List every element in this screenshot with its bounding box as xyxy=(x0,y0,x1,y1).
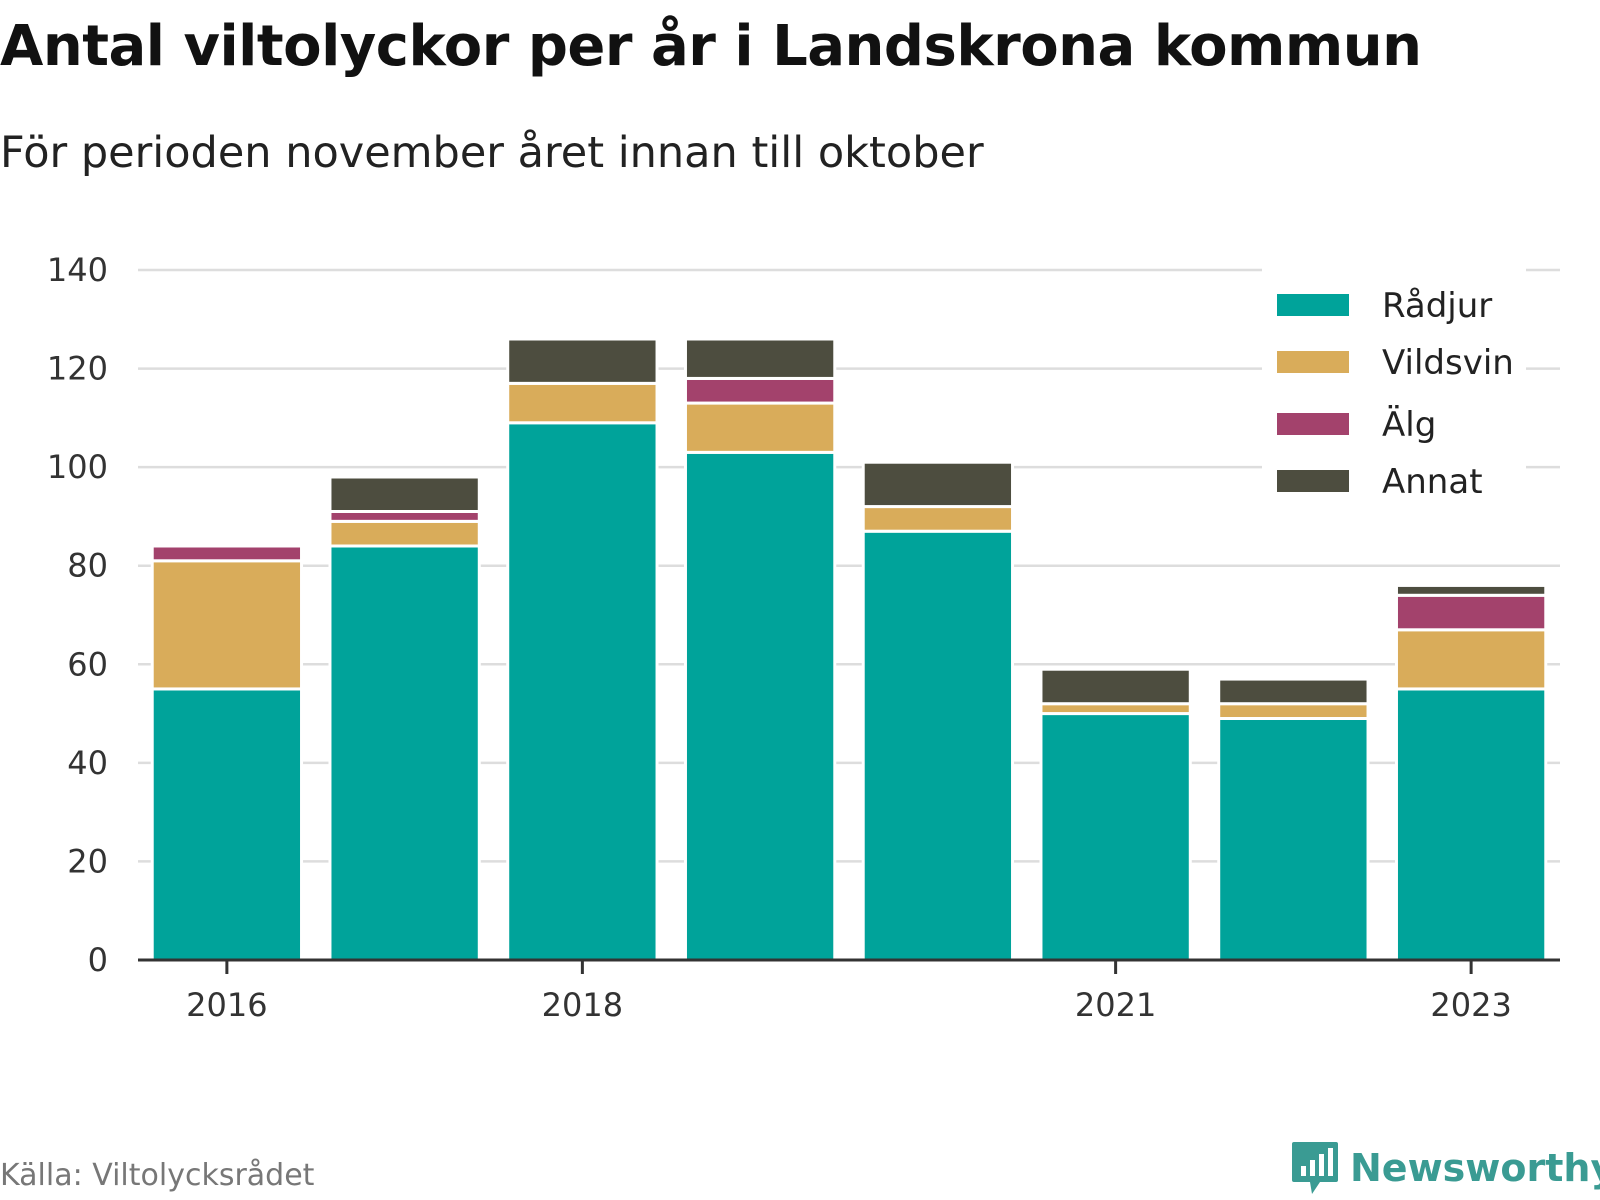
y-tick-label: 0 xyxy=(88,941,108,979)
bar-segment xyxy=(683,401,837,454)
newsworthy-logo-text: Newsworthy xyxy=(1350,1146,1600,1190)
bar-segment xyxy=(150,687,304,962)
legend-swatch xyxy=(1277,470,1349,492)
bar-segment xyxy=(1217,702,1370,721)
bar-segment xyxy=(150,559,304,691)
bar-segment xyxy=(506,381,659,425)
stacked-bar-chart: 0 20 40 60 80 100 120 140 2016 2018 2021 2023 Rådj… xyxy=(47,251,1560,1024)
bar-segment xyxy=(861,529,1015,962)
bar-segment xyxy=(1394,687,1548,962)
chart-subtitle: För perioden november året innan till ok… xyxy=(0,128,984,178)
legend-swatch xyxy=(1277,351,1349,373)
legend-swatch xyxy=(1277,294,1349,316)
legend-label: Älg xyxy=(1382,405,1436,445)
newsworthy-logo: Newsworthy xyxy=(1290,1140,1600,1196)
y-tick-label: 100 xyxy=(47,448,108,486)
bar-segment xyxy=(328,519,481,548)
x-tick-label: 2021 xyxy=(1075,986,1156,1024)
bar-segment xyxy=(1394,593,1548,632)
legend-label: Rådjur xyxy=(1382,286,1492,326)
y-axis-tick-labels: 0 20 40 60 80 100 120 140 xyxy=(47,251,108,979)
bar-segment xyxy=(683,450,837,962)
bar-segment xyxy=(1217,677,1370,706)
bar-segment xyxy=(150,544,304,563)
y-tick-label: 40 xyxy=(67,744,108,782)
bars xyxy=(150,337,1548,962)
legend-label: Annat xyxy=(1382,462,1483,502)
bar-segment xyxy=(1217,717,1370,962)
bar-segment xyxy=(328,544,481,962)
y-tick-label: 80 xyxy=(67,547,108,585)
y-tick-label: 140 xyxy=(47,251,108,289)
y-tick-label: 60 xyxy=(67,645,108,683)
x-tick-label: 2018 xyxy=(542,986,623,1024)
y-tick-label: 120 xyxy=(47,350,108,388)
bar-segment xyxy=(506,421,659,962)
bar-segment xyxy=(1394,628,1548,691)
bar-segment xyxy=(683,337,837,380)
bar-segment xyxy=(683,376,837,405)
legend-swatch xyxy=(1277,413,1349,435)
bar-segment xyxy=(506,337,659,385)
x-tick-label: 2016 xyxy=(186,986,267,1024)
x-axis: 2016 2018 2021 2023 xyxy=(138,958,1560,1024)
legend: Rådjur Vildsvin Älg Annat xyxy=(1262,268,1526,508)
y-tick-label: 20 xyxy=(67,842,108,880)
bar-segment xyxy=(1394,583,1548,597)
bar-segment xyxy=(861,460,1015,509)
bar-segment xyxy=(328,475,481,513)
bar-segment xyxy=(1039,667,1192,706)
source-note: Källa: Viltolycksrådet xyxy=(0,1158,315,1193)
legend-label: Vildsvin xyxy=(1382,343,1514,383)
chart-title: Antal viltolyckor per år i Landskrona ko… xyxy=(0,14,1422,79)
bar-segment xyxy=(861,505,1015,533)
x-tick-label: 2023 xyxy=(1430,986,1511,1024)
bar-segment xyxy=(1039,712,1192,962)
newsworthy-logo-icon xyxy=(1292,1142,1338,1194)
